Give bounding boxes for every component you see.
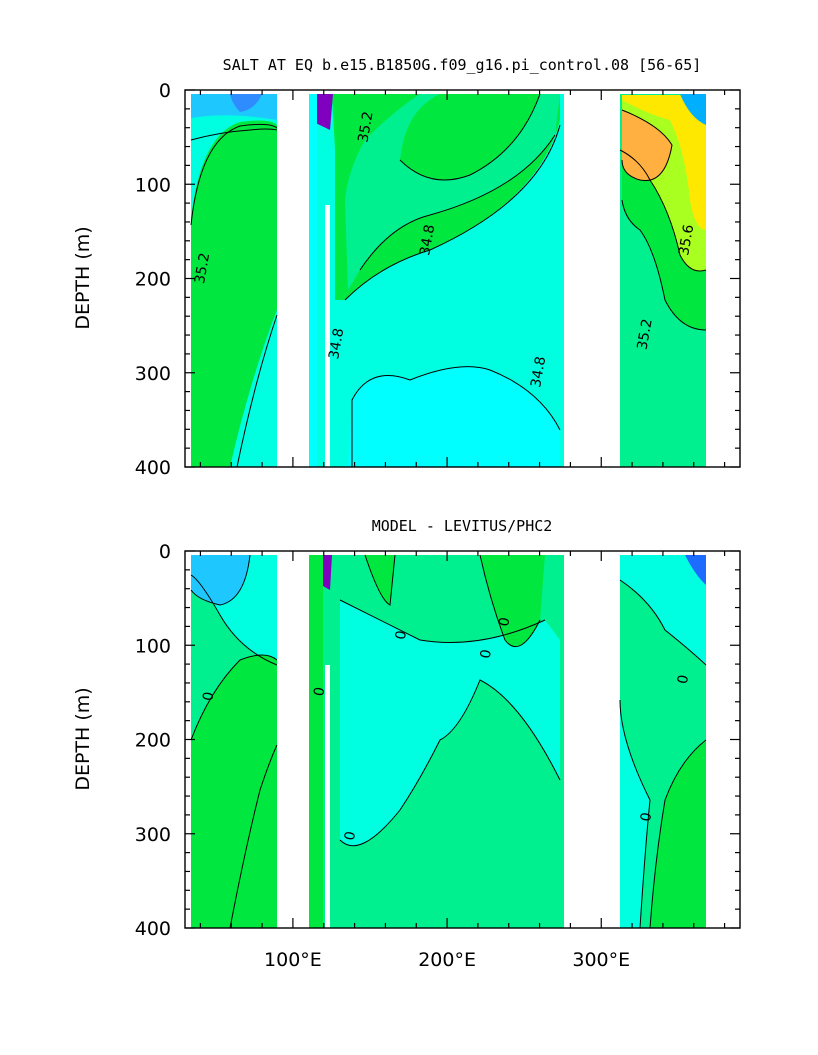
- panel-top-axes: 0 100 200 300 400: [135, 80, 740, 479]
- panel-top-ylabel: DEPTH (m): [72, 226, 94, 329]
- contour-line: [190, 123, 278, 226]
- contour-label: 0: [393, 629, 410, 641]
- panel-bottom: MODEL - LEVITUS/PHC2: [72, 517, 741, 971]
- x-tick-label: 100°E: [264, 949, 322, 971]
- field-region-lowest-center: [348, 366, 560, 467]
- contour-line: [619, 579, 707, 666]
- contour-label: 0: [311, 686, 328, 698]
- contour-label: 0: [342, 830, 359, 842]
- y-tick-label: 300: [135, 363, 171, 385]
- contour-line: [399, 93, 541, 181]
- panel-bottom-contour-labels: 0 0 0 0 0 0 0 0: [200, 616, 692, 842]
- contour-label: 0: [478, 648, 495, 660]
- contour-line: [621, 109, 673, 182]
- field-region-yellow-right: [622, 95, 706, 230]
- field-region-low-right: [685, 555, 706, 585]
- field-region-high-left: [191, 120, 277, 467]
- y-tick-label: 200: [135, 269, 171, 291]
- contour-label: 0: [638, 811, 655, 823]
- contour-line: [344, 124, 561, 301]
- contour-line: [229, 744, 278, 928]
- y-tick-label: 0: [159, 80, 171, 102]
- land-gap-narrow: [325, 205, 330, 467]
- y-tick-label: 0: [159, 541, 171, 563]
- contour-label: 35.2: [192, 252, 213, 285]
- contour-line: [364, 554, 396, 606]
- y-tick-label: 200: [135, 730, 171, 752]
- contour-line: [621, 199, 707, 331]
- contour-line: [351, 366, 561, 467]
- field-region-lowdark-left: [230, 94, 262, 112]
- panel-bottom-title: MODEL - LEVITUS/PHC2: [372, 517, 553, 535]
- x-tick-label: 200°E: [418, 949, 476, 971]
- contour-label: 0: [496, 616, 513, 628]
- field-region-midlow-center: [340, 600, 560, 846]
- contour-line: [339, 679, 561, 847]
- contour-line: [649, 739, 707, 928]
- contour-label: 34.8: [528, 355, 549, 388]
- contour-line: [479, 554, 541, 648]
- contour-label: 35.2: [355, 110, 376, 143]
- field-region-high-right: [650, 740, 706, 928]
- field-region-high-left: [191, 655, 277, 928]
- panel-top: SALT AT EQ b.e15.B1850G.f09_g16.pi_contr…: [72, 56, 741, 479]
- field-region-high-center: [365, 555, 395, 605]
- panel-top-contour-labels: 35.2 35.2 34.8 34.8 34.8 35.6 35.2: [192, 110, 697, 389]
- contour-label: 34.8: [417, 223, 438, 256]
- x-tick-label: 300°E: [572, 949, 630, 971]
- contour-label: 0: [675, 674, 692, 686]
- field-region-low-right: [680, 94, 706, 125]
- panel-bottom-ylabel: DEPTH (m): [72, 687, 94, 790]
- y-tick-label: 100: [135, 635, 171, 657]
- panel-top-title: SALT AT EQ b.e15.B1850G.f09_g16.pi_contr…: [223, 56, 702, 74]
- field-region-high-center2: [400, 94, 540, 180]
- y-tick-label: 400: [135, 918, 171, 940]
- panel-bottom-field: [190, 551, 707, 928]
- land-gap-narrow: [325, 665, 330, 928]
- panel-bottom-axes: 0 100 200 300 400 100°E 200°E 300°E: [135, 541, 740, 971]
- contour-line: [236, 314, 278, 467]
- contour-label: 35.2: [635, 318, 656, 351]
- y-tick-label: 300: [135, 824, 171, 846]
- field-strip-center: [309, 555, 323, 928]
- contour-line: [190, 128, 278, 141]
- land-gap-2: [564, 551, 620, 928]
- contour-line: [190, 654, 278, 741]
- y-tick-label: 400: [135, 457, 171, 479]
- contour-label: 34.8: [326, 327, 347, 360]
- contour-line: [190, 554, 251, 606]
- field-region-orange-right: [622, 110, 672, 181]
- panel-top-field: [190, 90, 707, 467]
- contour-label: 0: [200, 691, 217, 703]
- land-gap-2: [564, 90, 620, 467]
- y-tick-label: 100: [135, 174, 171, 196]
- field-region-high-center2: [480, 555, 545, 647]
- contour-line: [339, 599, 546, 643]
- land-gap-1: [277, 551, 309, 928]
- contour-label: 35.6: [676, 223, 697, 257]
- contour-line: [619, 149, 707, 272]
- contour-line: [359, 134, 556, 271]
- field-strip-center: [309, 94, 317, 467]
- contour-line: [619, 699, 651, 928]
- land-gap-1: [277, 90, 309, 467]
